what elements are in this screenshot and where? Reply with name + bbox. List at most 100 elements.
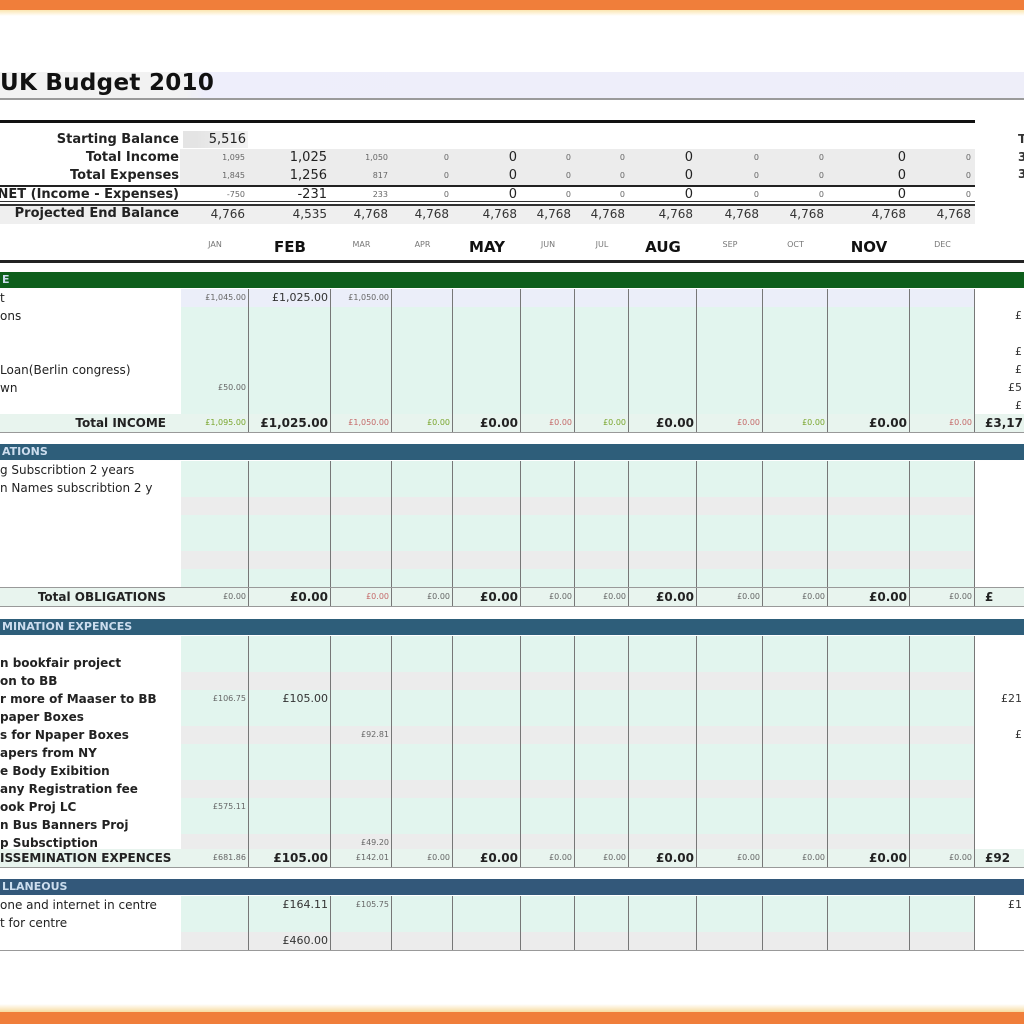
cell-nov[interactable] [828,397,910,415]
cell-jan[interactable] [181,726,249,744]
cell-total[interactable]: £ [1015,309,1022,322]
cell-jul[interactable] [575,551,629,569]
cell-nov[interactable] [828,497,910,515]
cell-jul[interactable] [575,798,629,816]
cell-may[interactable] [453,932,521,950]
cell-jul[interactable] [575,569,629,587]
cell-may[interactable] [453,397,521,415]
cell-apr[interactable] [392,816,453,834]
cell-apr[interactable] [392,533,453,551]
cell-mar[interactable] [331,569,392,587]
cell-apr[interactable] [392,325,453,343]
cell-jul[interactable] [575,690,629,708]
cell-total[interactable] [975,551,1024,569]
cell-oct[interactable] [763,325,828,343]
cell-total[interactable] [975,708,1024,726]
cell-jan[interactable] [181,461,249,479]
cell-jul[interactable] [575,932,629,950]
cell-apr[interactable] [392,744,453,762]
cell-jan[interactable]: £1,045.00 [181,289,249,307]
cell-jan[interactable] [181,479,249,497]
cell-mar[interactable] [331,461,392,479]
cell-sep[interactable] [697,798,763,816]
cell-mar[interactable] [331,932,392,950]
cell-dec[interactable] [910,307,975,325]
cell-aug[interactable] [629,690,697,708]
cell-dec[interactable] [910,343,975,361]
cell-total[interactable] [975,780,1024,798]
cell-oct[interactable] [763,379,828,397]
cell-aug[interactable] [629,307,697,325]
cell-dec[interactable] [910,672,975,690]
cell-feb[interactable] [249,361,331,379]
cell-total[interactable]: £1 [1008,898,1022,911]
cell-jun[interactable] [521,914,575,932]
cell-apr[interactable] [392,551,453,569]
cell-apr[interactable] [392,289,453,307]
cell-feb[interactable] [249,343,331,361]
cell-sep[interactable] [697,744,763,762]
cell-oct[interactable] [763,515,828,533]
cell-may[interactable] [453,896,521,914]
cell-jul[interactable] [575,834,629,852]
cell-jan[interactable] [181,834,249,852]
cell-feb[interactable] [249,914,331,932]
cell-jul[interactable] [575,533,629,551]
cell-apr[interactable] [392,672,453,690]
cell-may[interactable] [453,834,521,852]
cell-dec[interactable] [910,515,975,533]
cell-dec[interactable] [910,551,975,569]
cell-aug[interactable] [629,461,697,479]
cell-mar[interactable] [331,914,392,932]
cell-sep[interactable] [697,932,763,950]
cell-feb[interactable] [249,497,331,515]
cell-nov[interactable] [828,289,910,307]
cell-aug[interactable] [629,744,697,762]
cell-jul[interactable] [575,289,629,307]
cell-jul[interactable] [575,896,629,914]
cell-dec[interactable] [910,932,975,950]
cell-jun[interactable] [521,726,575,744]
cell-jan[interactable] [181,636,249,654]
cell-sep[interactable] [697,780,763,798]
cell-feb[interactable] [249,672,331,690]
cell-jul[interactable] [575,307,629,325]
cell-jun[interactable] [521,461,575,479]
cell-oct[interactable] [763,834,828,852]
cell-feb[interactable] [249,744,331,762]
cell-jul[interactable] [575,708,629,726]
cell-aug[interactable] [629,726,697,744]
cell-mar[interactable] [331,343,392,361]
cell-total[interactable] [975,798,1024,816]
cell-mar[interactable] [331,533,392,551]
cell-mar[interactable] [331,690,392,708]
cell-feb[interactable]: £460.00 [249,932,331,950]
row-label[interactable]: any Registration fee [0,782,138,796]
cell-oct[interactable] [763,798,828,816]
cell-aug[interactable] [629,343,697,361]
cell-feb[interactable] [249,397,331,415]
cell-sep[interactable] [697,762,763,780]
cell-feb[interactable] [249,636,331,654]
cell-oct[interactable] [763,397,828,415]
cell-dec[interactable] [910,361,975,379]
cell-nov[interactable] [828,569,910,587]
cell-apr[interactable] [392,654,453,672]
cell-jan[interactable] [181,932,249,950]
cell-jan[interactable] [181,780,249,798]
cell-sep[interactable] [697,289,763,307]
cell-jun[interactable] [521,497,575,515]
cell-jan[interactable] [181,343,249,361]
cell-sep[interactable] [697,834,763,852]
row-label[interactable]: e Body Exibition [0,764,110,778]
cell-nov[interactable] [828,834,910,852]
cell-may[interactable] [453,325,521,343]
cell-oct[interactable] [763,479,828,497]
cell-dec[interactable] [910,834,975,852]
cell-oct[interactable] [763,744,828,762]
cell-may[interactable] [453,780,521,798]
cell-may[interactable] [453,672,521,690]
cell-nov[interactable] [828,690,910,708]
cell-jan[interactable] [181,708,249,726]
cell-may[interactable] [453,798,521,816]
